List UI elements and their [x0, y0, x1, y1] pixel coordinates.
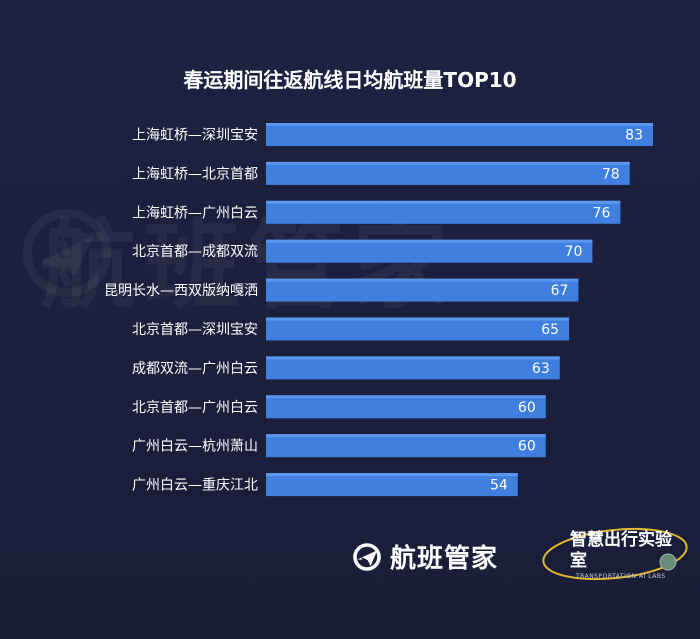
brand-logo: 航班管家: [352, 538, 498, 575]
bar: [266, 434, 546, 458]
bar: [266, 473, 518, 497]
watermark-text: 航班管家: [40, 210, 456, 322]
category-label: 北京首都—广州白云: [132, 400, 258, 416]
chart-title: 春运期间往返航线日均航班量TOP10: [183, 68, 517, 92]
data-label: 60: [518, 400, 536, 416]
data-label: 76: [593, 205, 611, 221]
data-label: 78: [602, 166, 620, 182]
data-label: 60: [518, 439, 536, 455]
data-label: 83: [625, 128, 643, 144]
bar-highlight: [266, 395, 546, 399]
orbit-ring-icon: [542, 527, 688, 581]
bar: [266, 278, 579, 302]
bar-highlight: [266, 123, 653, 126]
data-label: 67: [551, 283, 569, 299]
bar-highlight: [266, 161, 630, 165]
bar-chart: 上海虹桥—深圳宝安 83 上海虹桥—北京首都 78 上海虹桥—广州白云 76 北京首都—成都…: [104, 123, 653, 497]
bar: [266, 239, 593, 263]
bar: [266, 123, 653, 146]
bar: [266, 395, 546, 419]
plane-logo-icon: [353, 542, 381, 571]
category-label: 北京首都—成都双流: [132, 244, 258, 260]
lab-logo: 智慧出行实验室 TRANSPORTATION AI LABS: [540, 520, 690, 588]
data-label: 65: [541, 322, 559, 338]
data-label: 70: [565, 244, 583, 260]
data-label: 63: [532, 361, 550, 377]
brand-logo-text: 航班管家: [390, 544, 499, 574]
lab-name: 智慧出行实验室: [570, 530, 672, 571]
category-label: 广州白云—杭州萧山: [132, 439, 258, 455]
category-label: 上海虹桥—深圳宝安: [132, 128, 258, 144]
category-label: 上海虹桥—北京首都: [132, 166, 258, 182]
bar: [266, 200, 621, 224]
bar-highlight: [266, 200, 621, 204]
watermark-logo-icon: [22, 208, 112, 298]
category-label: 广州白云—重庆江北: [132, 478, 258, 494]
category-label: 北京首都—深圳宝安: [132, 322, 258, 338]
data-label: 54: [490, 478, 508, 494]
lab-subtitle: TRANSPORTATION AI LABS: [576, 573, 666, 580]
bar-highlight: [266, 239, 593, 243]
category-label: 上海虹桥—广州白云: [132, 205, 258, 221]
bar-highlight: [266, 473, 518, 477]
bar: [266, 317, 570, 341]
category-label: 成都双流—广州白云: [132, 361, 258, 377]
bar-highlight: [266, 434, 546, 438]
bar-highlight: [266, 356, 560, 360]
bar-highlight: [266, 278, 579, 282]
bar: [266, 161, 630, 185]
bar: [266, 356, 560, 380]
category-label: 昆明长水—西双版纳嘎洒: [104, 283, 258, 299]
bar-highlight: [266, 317, 570, 321]
